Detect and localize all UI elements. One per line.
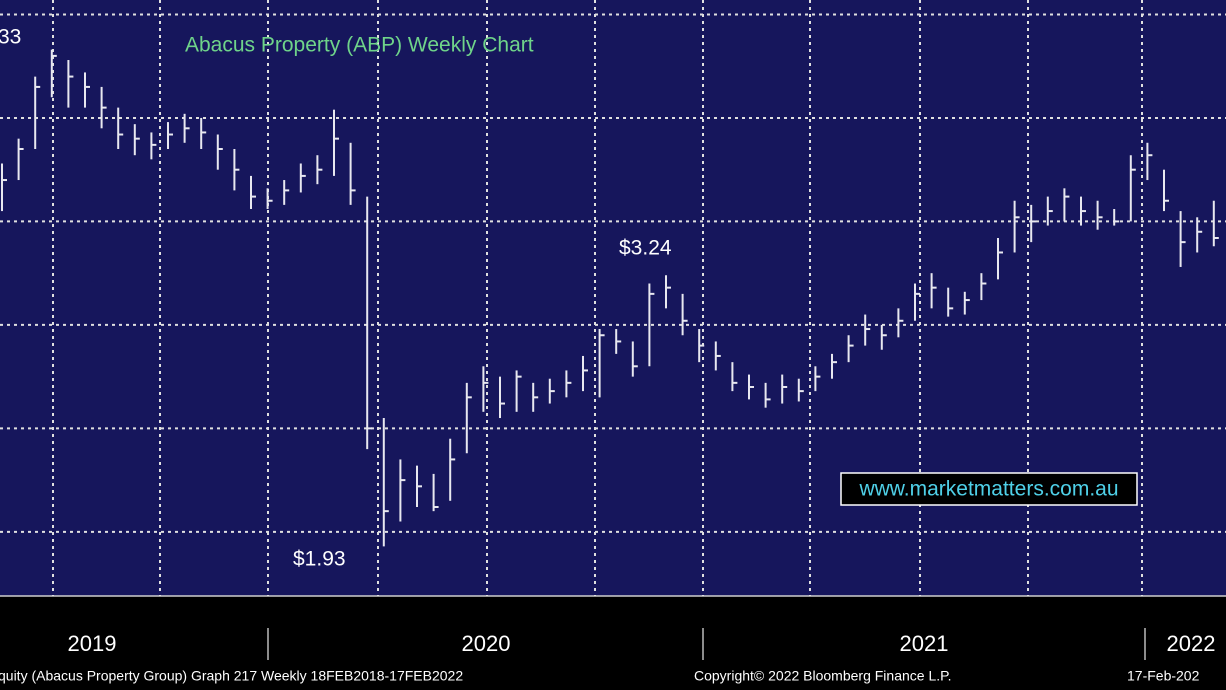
footer-source: quity (Abacus Property Group) Graph 217 … <box>0 668 463 684</box>
year-label: 2022 <box>1167 631 1216 656</box>
year-label: 2021 <box>900 631 949 656</box>
bars <box>1 49 1219 547</box>
year-label: 2020 <box>462 631 511 656</box>
watermark: www.marketmatters.com.au <box>858 478 1118 501</box>
grid <box>0 0 1226 596</box>
annotation: 33 <box>0 26 21 49</box>
watermark-box <box>840 472 1138 506</box>
annotation: $3.24 <box>619 237 672 260</box>
chart-title: Abacus Property (ABP) Weekly Chart <box>185 34 534 57</box>
footer-date: 17-Feb-202 <box>1127 668 1200 684</box>
year-label: 2019 <box>68 631 117 656</box>
axis-background <box>0 596 1226 690</box>
annotation: $1.93 <box>293 548 346 571</box>
footer-copyright: Copyright© 2022 Bloomberg Finance L.P. <box>694 668 952 684</box>
plot-background <box>0 0 1226 596</box>
